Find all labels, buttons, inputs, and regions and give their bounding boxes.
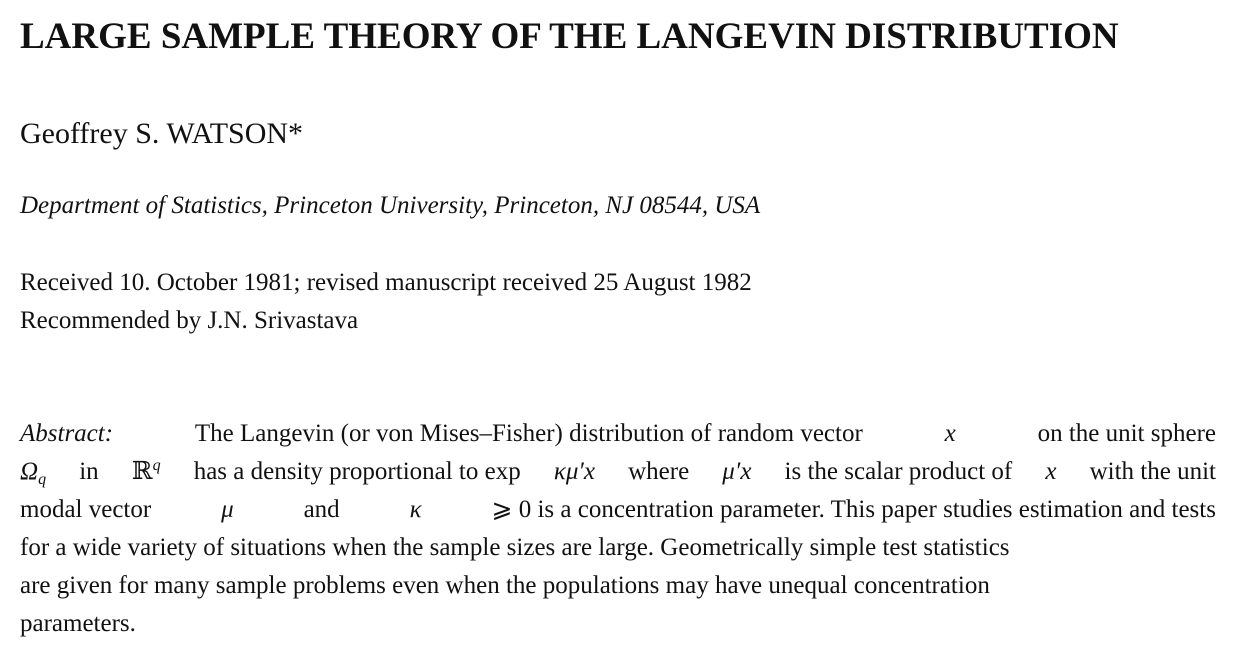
- abstract-line-6: parameters.: [20, 605, 1216, 643]
- abstract-line-1: Abstract: The Langevin (or von Mises–Fis…: [20, 415, 1216, 453]
- abstract-text: where: [628, 458, 690, 485]
- abstract-line-4: for a wide variety of situations when th…: [20, 529, 1216, 567]
- abstract-text: on the unit sphere: [1037, 420, 1216, 447]
- abstract-text: has a density proportional to exp: [193, 458, 521, 485]
- abstract-text: The Langevin (or von Mises–Fisher) distr…: [194, 420, 863, 447]
- abstract-label: Abstract:: [20, 420, 114, 447]
- math-real-q: ℝq: [131, 457, 161, 486]
- abstract-line-3: modal vector μ and κ ⩾ 0 is a concentrat…: [20, 491, 1216, 529]
- abstract-text: modal vector: [20, 496, 152, 523]
- abstract-text: ⩾ 0 is a concentration parameter. This p…: [491, 496, 1216, 523]
- math-kappa-mu-x: κμ′x: [553, 458, 595, 485]
- abstract-text: and: [303, 496, 340, 523]
- math-mu-x: μ′x: [722, 458, 752, 485]
- author-affiliation: Department of Statistics, Princeton Univ…: [20, 192, 761, 219]
- author-name: Geoffrey S. WATSON*: [20, 117, 304, 150]
- abstract-text: for a wide variety of situations when th…: [20, 534, 1010, 561]
- abstract-text: parameters.: [20, 610, 136, 637]
- manuscript-history: Received 10. October 1981; revised manus…: [20, 264, 752, 340]
- abstract-line-2: Ωq in ℝq has a density proportional to e…: [20, 453, 1216, 491]
- math-mu: μ: [221, 496, 234, 523]
- math-x: x: [1045, 458, 1057, 485]
- abstract-text: in: [79, 458, 99, 485]
- abstract-text: is the scalar product of: [784, 458, 1013, 485]
- math-x: x: [944, 420, 956, 447]
- abstract: Abstract: The Langevin (or von Mises–Fis…: [20, 415, 1216, 643]
- recommended-by: Recommended by J.N. Srivastava: [20, 307, 359, 334]
- math-omega-q: Ωq: [20, 458, 47, 488]
- abstract-text: are given for many sample problems even …: [20, 572, 990, 599]
- abstract-line-5: are given for many sample problems even …: [20, 567, 1216, 605]
- received-dates: Received 10. October 1981; revised manus…: [20, 269, 752, 296]
- abstract-text: with the unit: [1089, 458, 1216, 485]
- paper-title: LARGE SAMPLE THEORY OF THE LANGEVIN DIST…: [20, 16, 1119, 57]
- math-kappa: κ: [409, 496, 422, 523]
